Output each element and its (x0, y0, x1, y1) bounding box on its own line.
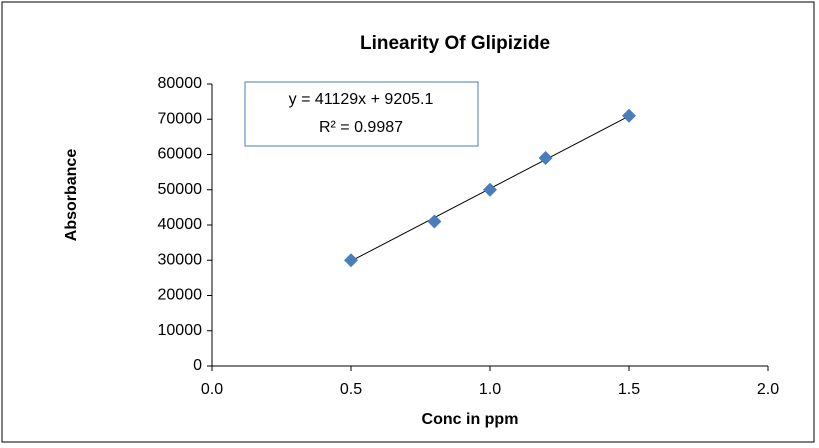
y-tick-label: 30000 (158, 251, 203, 268)
y-tick-label: 50000 (158, 181, 203, 198)
data-point (344, 253, 358, 268)
x-tick-label: 0.0 (201, 381, 223, 398)
y-tick-label: 40000 (158, 216, 203, 233)
y-tick-label: 60000 (158, 146, 203, 163)
y-axis-label: Absorbance (63, 149, 80, 242)
trendline-equation: y = 41129x + 9205.1 (289, 91, 434, 108)
y-tick-label: 80000 (158, 75, 203, 92)
x-tick-label: 1.5 (618, 381, 640, 398)
data-point (483, 182, 497, 197)
equation-box (244, 81, 479, 147)
x-axis-label: Conc in ppm (422, 411, 519, 428)
data-point (538, 151, 553, 166)
data-point (427, 214, 442, 229)
y-tick-label: 0 (193, 357, 202, 374)
y-tick-label: 70000 (158, 110, 203, 127)
y-tick-label: 10000 (158, 322, 203, 339)
chart-title: Linearity Of Glipizide (360, 33, 550, 54)
trendline-r2: R² = 0.9987 (319, 119, 403, 136)
x-tick-label: 0.5 (340, 381, 362, 398)
x-tick-label: 1.0 (479, 381, 501, 398)
y-tick-label: 20000 (158, 287, 203, 304)
x-tick-label: 2.0 (757, 381, 779, 398)
data-point (622, 108, 636, 123)
